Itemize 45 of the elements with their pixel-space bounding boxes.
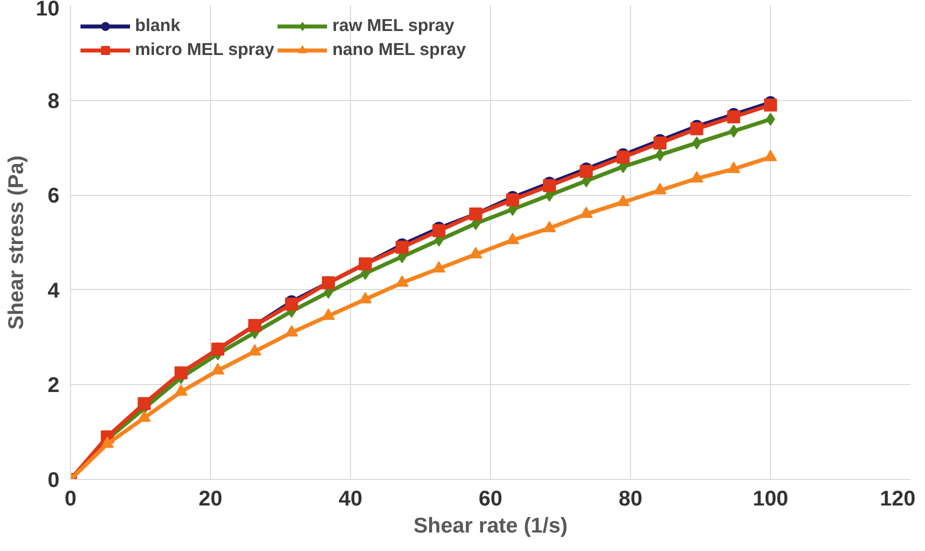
point	[138, 410, 151, 422]
point	[432, 224, 446, 238]
point	[322, 308, 335, 320]
x-tick-label: 100	[752, 486, 788, 510]
point	[174, 366, 188, 380]
point	[396, 275, 409, 287]
x-tick-label: 120	[880, 486, 916, 510]
y-tick-label: 0	[48, 468, 60, 492]
point	[396, 240, 409, 254]
y-tick-label: 8	[48, 88, 60, 113]
x-axis-title: Shear rate (1/s)	[413, 514, 568, 538]
point	[764, 98, 777, 112]
y-tick-label: 2	[48, 373, 60, 398]
point	[285, 325, 298, 337]
point	[285, 298, 298, 311]
point	[542, 220, 556, 232]
point	[616, 150, 630, 164]
point	[432, 261, 446, 273]
point	[211, 363, 224, 374]
point	[580, 206, 593, 218]
point	[542, 179, 556, 192]
x-tick-label: 80	[618, 486, 642, 510]
point	[506, 232, 520, 244]
point	[174, 384, 188, 396]
point	[655, 148, 664, 162]
x-tick-label: 20	[198, 486, 222, 510]
legend-label: blank	[135, 15, 180, 36]
y-tick-label: 6	[48, 184, 60, 208]
point	[358, 292, 372, 304]
point	[248, 344, 262, 356]
y-axis-title: Shear stress (Pa)	[4, 155, 28, 330]
legend-label: raw MEL spray	[332, 15, 454, 36]
x-tick-label: 0	[64, 486, 76, 510]
y-tick-label: 4	[48, 278, 60, 302]
point	[100, 436, 114, 448]
point	[692, 136, 702, 150]
point	[729, 124, 738, 138]
legend-label: micro MEL spray	[135, 39, 274, 60]
point	[616, 194, 630, 206]
point	[469, 246, 482, 258]
legend-label: nano MEL spray	[332, 39, 466, 60]
x-tick-label: 40	[338, 486, 362, 510]
x-tick-label: 60	[478, 486, 502, 510]
y-tick-label: 10	[36, 0, 60, 20]
point	[690, 122, 704, 136]
